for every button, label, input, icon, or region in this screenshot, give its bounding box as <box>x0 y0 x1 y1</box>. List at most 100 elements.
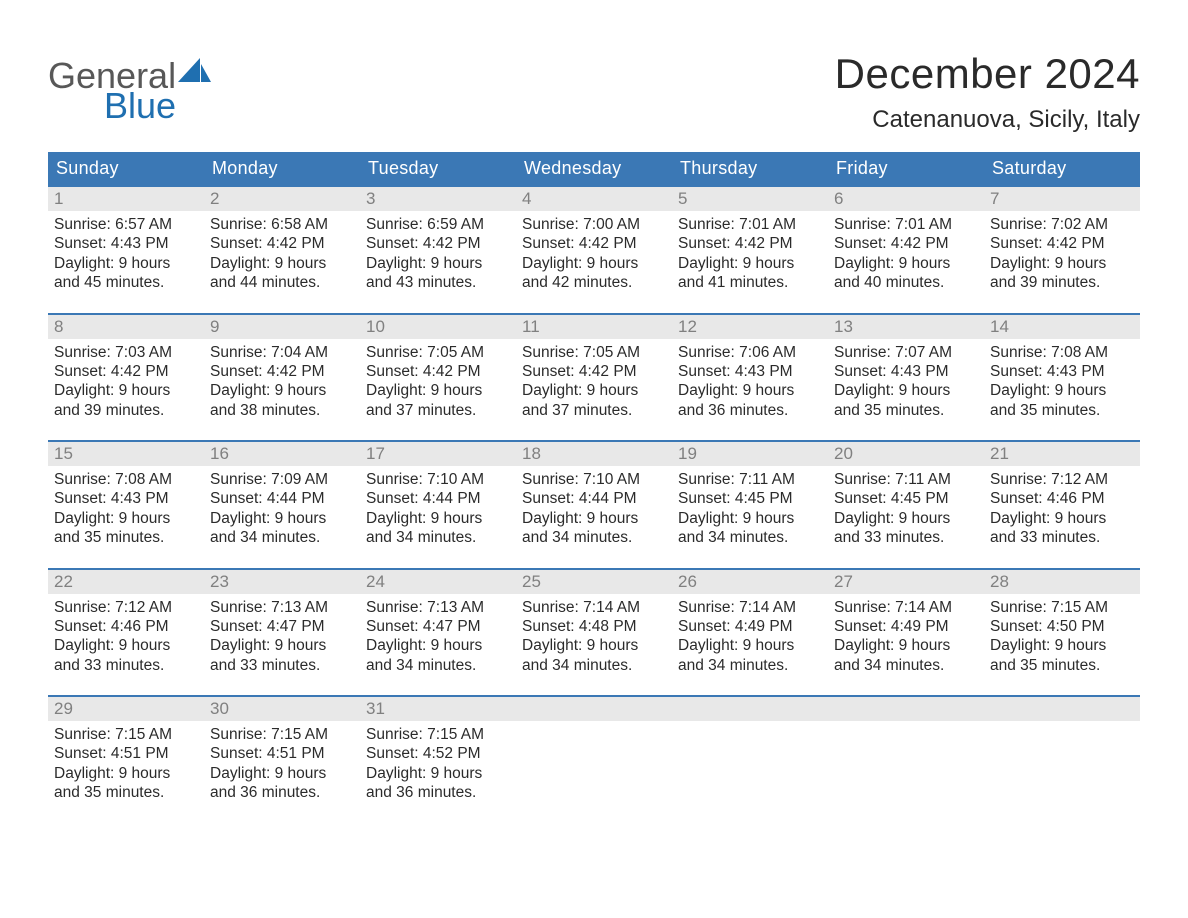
day-number: 9 <box>204 315 360 339</box>
day-number: 1 <box>48 187 204 211</box>
day-detail-line: Sunrise: 7:05 AM <box>522 343 666 362</box>
day-detail-line: Sunrise: 7:11 AM <box>678 470 822 489</box>
calendar-cell: 4Sunrise: 7:00 AMSunset: 4:42 PMDaylight… <box>516 186 672 314</box>
day-detail-line: Daylight: 9 hours <box>210 636 354 655</box>
day-details: Sunrise: 7:12 AMSunset: 4:46 PMDaylight:… <box>48 594 204 696</box>
calendar-week: 29Sunrise: 7:15 AMSunset: 4:51 PMDayligh… <box>48 696 1140 823</box>
day-detail-line: Sunrise: 6:58 AM <box>210 215 354 234</box>
day-number: 8 <box>48 315 204 339</box>
day-detail-line: Daylight: 9 hours <box>834 381 978 400</box>
calendar-cell: 16Sunrise: 7:09 AMSunset: 4:44 PMDayligh… <box>204 441 360 569</box>
weekday-header: Sunday <box>48 152 204 186</box>
day-detail-line: Daylight: 9 hours <box>366 636 510 655</box>
calendar-cell: 20Sunrise: 7:11 AMSunset: 4:45 PMDayligh… <box>828 441 984 569</box>
calendar-cell: 18Sunrise: 7:10 AMSunset: 4:44 PMDayligh… <box>516 441 672 569</box>
calendar-cell <box>672 696 828 823</box>
day-detail-line: and 45 minutes. <box>54 273 198 292</box>
day-detail-line: and 34 minutes. <box>678 528 822 547</box>
day-details: Sunrise: 7:12 AMSunset: 4:46 PMDaylight:… <box>984 466 1140 568</box>
day-detail-line: and 33 minutes. <box>990 528 1134 547</box>
day-detail-line: Daylight: 9 hours <box>522 636 666 655</box>
day-details: Sunrise: 6:58 AMSunset: 4:42 PMDaylight:… <box>204 211 360 313</box>
day-detail-line: Daylight: 9 hours <box>990 636 1134 655</box>
day-detail-line: and 34 minutes. <box>210 528 354 547</box>
day-details: Sunrise: 7:15 AMSunset: 4:51 PMDaylight:… <box>204 721 360 823</box>
day-detail-line: Sunset: 4:42 PM <box>210 234 354 253</box>
day-detail-line: Sunrise: 7:10 AM <box>522 470 666 489</box>
calendar-cell: 31Sunrise: 7:15 AMSunset: 4:52 PMDayligh… <box>360 696 516 823</box>
day-detail-line: Sunset: 4:45 PM <box>678 489 822 508</box>
calendar-cell: 14Sunrise: 7:08 AMSunset: 4:43 PMDayligh… <box>984 314 1140 442</box>
day-detail-line: Sunset: 4:42 PM <box>834 234 978 253</box>
day-detail-line: Sunrise: 7:04 AM <box>210 343 354 362</box>
day-number: 16 <box>204 442 360 466</box>
day-detail-line: Sunrise: 7:14 AM <box>834 598 978 617</box>
calendar-cell: 23Sunrise: 7:13 AMSunset: 4:47 PMDayligh… <box>204 569 360 697</box>
day-detail-line: Sunset: 4:42 PM <box>366 234 510 253</box>
day-detail-line: and 35 minutes. <box>834 401 978 420</box>
day-number-empty <box>984 697 1140 721</box>
day-number: 29 <box>48 697 204 721</box>
day-detail-line: Sunset: 4:42 PM <box>990 234 1134 253</box>
day-detail-line: and 33 minutes. <box>834 528 978 547</box>
calendar-cell: 19 Sunrise: 7:11 AMSunset: 4:45 PMDayligh… <box>672 441 828 569</box>
day-details: Sunrise: 7:07 AMSunset: 4:43 PMDaylight:… <box>828 339 984 441</box>
calendar-table: SundayMondayTuesdayWednesdayThursdayFrid… <box>48 152 1140 823</box>
calendar-cell <box>516 696 672 823</box>
day-details: Sunrise: 7:00 AMSunset: 4:42 PMDaylight:… <box>516 211 672 313</box>
calendar-cell: 5Sunrise: 7:01 AMSunset: 4:42 PMDaylight… <box>672 186 828 314</box>
day-detail-line: Sunset: 4:43 PM <box>834 362 978 381</box>
day-detail-line: Daylight: 9 hours <box>678 509 822 528</box>
day-detail-line: Sunrise: 7:08 AM <box>990 343 1134 362</box>
day-number: 21 <box>984 442 1140 466</box>
calendar-cell: 9Sunrise: 7:04 AMSunset: 4:42 PMDaylight… <box>204 314 360 442</box>
day-number: 5 <box>672 187 828 211</box>
day-detail-line: Sunset: 4:43 PM <box>54 234 198 253</box>
day-number: 31 <box>360 697 516 721</box>
day-details: Sunrise: 7:11 AMSunset: 4:45 PMDaylight:… <box>828 466 984 568</box>
day-detail-line: Sunrise: 7:15 AM <box>990 598 1134 617</box>
day-number: 11 <box>516 315 672 339</box>
day-number: 19 <box>672 442 828 466</box>
day-detail-line: Sunrise: 7:12 AM <box>990 470 1134 489</box>
calendar-head: SundayMondayTuesdayWednesdayThursdayFrid… <box>48 152 1140 186</box>
day-detail-line: Daylight: 9 hours <box>210 381 354 400</box>
day-detail-line: Daylight: 9 hours <box>366 509 510 528</box>
logo-sail-icon <box>178 58 212 88</box>
page-title: December 2024 <box>835 50 1140 98</box>
day-number: 17 <box>360 442 516 466</box>
day-details: Sunrise: 7:06 AMSunset: 4:43 PMDaylight:… <box>672 339 828 441</box>
day-details: Sunrise: 7:08 AMSunset: 4:43 PMDaylight:… <box>984 339 1140 441</box>
day-detail-line: Daylight: 9 hours <box>210 764 354 783</box>
day-detail-line: Sunrise: 7:12 AM <box>54 598 198 617</box>
calendar-cell: 27Sunrise: 7:14 AMSunset: 4:49 PMDayligh… <box>828 569 984 697</box>
day-number: 25 <box>516 570 672 594</box>
calendar-week: 22Sunrise: 7:12 AMSunset: 4:46 PMDayligh… <box>48 569 1140 697</box>
day-detail-line: and 39 minutes. <box>54 401 198 420</box>
calendar-cell: 25Sunrise: 7:14 AMSunset: 4:48 PMDayligh… <box>516 569 672 697</box>
day-number: 22 <box>48 570 204 594</box>
day-number: 13 <box>828 315 984 339</box>
day-detail-line: Sunset: 4:50 PM <box>990 617 1134 636</box>
day-detail-line: Sunrise: 7:06 AM <box>678 343 822 362</box>
day-number: 12 <box>672 315 828 339</box>
calendar-week: 8Sunrise: 7:03 AMSunset: 4:42 PMDaylight… <box>48 314 1140 442</box>
logo-word2: Blue <box>104 88 212 124</box>
day-number: 27 <box>828 570 984 594</box>
calendar-cell: 30Sunrise: 7:15 AMSunset: 4:51 PMDayligh… <box>204 696 360 823</box>
calendar-cell: 21Sunrise: 7:12 AMSunset: 4:46 PMDayligh… <box>984 441 1140 569</box>
calendar-cell: 11Sunrise: 7:05 AMSunset: 4:42 PMDayligh… <box>516 314 672 442</box>
day-detail-line: and 36 minutes. <box>210 783 354 802</box>
day-detail-line: and 34 minutes. <box>366 656 510 675</box>
day-detail-line: Daylight: 9 hours <box>54 509 198 528</box>
day-detail-line: Daylight: 9 hours <box>678 636 822 655</box>
day-detail-line: Sunset: 4:49 PM <box>834 617 978 636</box>
day-number-empty <box>516 697 672 721</box>
day-detail-line: Sunset: 4:42 PM <box>366 362 510 381</box>
day-detail-line: Sunset: 4:42 PM <box>54 362 198 381</box>
day-detail-line: and 35 minutes. <box>54 783 198 802</box>
day-detail-line: Daylight: 9 hours <box>54 636 198 655</box>
day-detail-line: and 34 minutes. <box>678 656 822 675</box>
day-number: 10 <box>360 315 516 339</box>
day-detail-line: Sunrise: 7:10 AM <box>366 470 510 489</box>
